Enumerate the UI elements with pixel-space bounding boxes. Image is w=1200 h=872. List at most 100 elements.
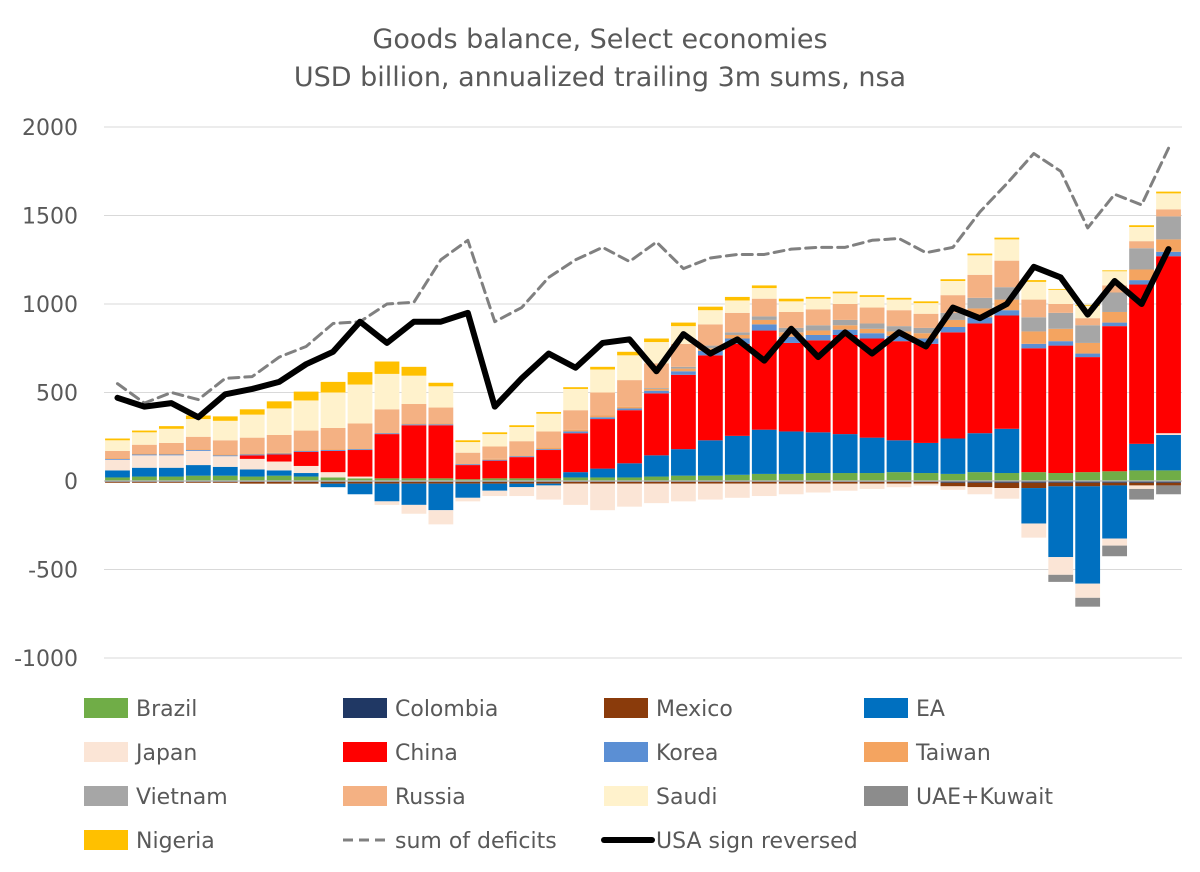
bar-colombia-34	[1021, 481, 1047, 483]
bar-japan-2	[158, 455, 184, 468]
bar-korea-2	[158, 454, 184, 456]
bar-korea-37	[1102, 322, 1128, 327]
bar-russia-21	[671, 343, 696, 367]
bar-colombia-37	[1102, 481, 1128, 483]
bar-brazil-9	[347, 478, 373, 481]
y-tick-label: -1000	[14, 647, 78, 672]
bar-vietnam-24	[751, 316, 777, 320]
bar-china-33	[994, 315, 1020, 429]
bar-taiwan-17	[563, 429, 589, 432]
bar-ea-0	[105, 470, 130, 478]
legend-label-japan: Japan	[134, 741, 197, 766]
bar-ea-33	[994, 428, 1020, 474]
bar-taiwan-34	[1021, 331, 1047, 344]
bar-saudi-13	[455, 442, 481, 453]
bar-ea-14	[482, 483, 508, 491]
bar-brazil-11	[401, 478, 427, 481]
bar-korea-0	[105, 458, 130, 460]
bar-china-37	[1102, 326, 1128, 472]
bar-nigeria-20	[644, 338, 669, 343]
line-sum-of-deficits	[115, 146, 1171, 405]
bar-nigeria-38	[1129, 225, 1154, 228]
bar-ea-29	[886, 440, 912, 473]
bar-china-21	[671, 374, 696, 450]
bar-colombia-39	[1156, 481, 1181, 483]
bar-mexico-39	[1156, 482, 1181, 486]
bar-ea-27	[832, 434, 858, 474]
bar-china-13	[455, 465, 481, 480]
bar-korea-30	[913, 338, 939, 344]
bar-brazil-3	[185, 475, 211, 481]
bar-japan-5	[239, 458, 265, 470]
bar-nigeria-0	[105, 438, 130, 441]
bar-korea-16	[536, 449, 562, 451]
bar-mexico-15	[509, 481, 535, 484]
bar-china-8	[320, 450, 346, 473]
bar-russia-10	[374, 409, 400, 433]
bar-japan-31	[940, 486, 966, 490]
bar-nigeria-19	[617, 351, 642, 356]
bar-taiwan-25	[778, 332, 804, 337]
bar-mexico-12	[428, 481, 454, 484]
bar-brazil-1	[132, 476, 157, 481]
bar-russia-12	[428, 407, 454, 424]
bar-saudi-27	[832, 293, 858, 304]
bar-vietnam-38	[1129, 248, 1154, 270]
bar-mexico-24	[751, 481, 777, 484]
legend-label-vietnam: Vietnam	[136, 785, 228, 810]
bar-uae-kuwait-39	[1156, 485, 1181, 495]
bar-japan-20	[644, 483, 669, 504]
bar-russia-14	[482, 446, 508, 459]
bar-japan-38	[1129, 485, 1154, 489]
bar-japan-17	[563, 483, 589, 505]
bar-mexico-30	[913, 481, 939, 484]
bar-nigeria-1	[132, 430, 157, 433]
bar-japan-8	[320, 472, 346, 478]
bar-saudi-11	[401, 375, 427, 405]
stacked-bars	[105, 191, 1181, 607]
bar-vietnam-29	[886, 326, 912, 332]
bar-brazil-24	[751, 473, 777, 481]
bar-china-24	[751, 330, 777, 430]
bar-korea-25	[778, 336, 804, 343]
bar-korea-18	[590, 417, 615, 420]
bar-japan-18	[590, 483, 615, 511]
bar-russia-27	[832, 304, 858, 320]
bar-nigeria-7	[293, 391, 319, 401]
bar-nigeria-11	[401, 366, 427, 376]
bar-brazil-6	[266, 475, 292, 481]
bar-russia-9	[347, 423, 373, 449]
bar-korea-35	[1048, 341, 1074, 346]
bar-saudi-30	[913, 303, 939, 314]
bar-ea-26	[805, 432, 831, 474]
bar-vietnam-20	[644, 388, 669, 389]
legend-label-nigeria: Nigeria	[136, 829, 215, 854]
bar-brazil-14	[482, 478, 508, 481]
bar-ea-16	[536, 483, 562, 486]
bar-russia-35	[1048, 304, 1074, 313]
bar-ea-32	[967, 433, 993, 473]
bar-mexico-10	[374, 481, 400, 484]
legend-label-korea: Korea	[656, 741, 718, 766]
bar-colombia-32	[967, 481, 993, 483]
bar-mexico-38	[1129, 482, 1154, 486]
bar-china-17	[563, 433, 589, 473]
bar-brazil-5	[239, 476, 265, 481]
bar-saudi-9	[347, 384, 373, 424]
bar-ea-9	[347, 483, 373, 495]
bar-nigeria-29	[886, 297, 912, 300]
bar-japan-3	[185, 450, 211, 466]
bar-russia-30	[913, 313, 939, 328]
bar-korea-1	[132, 454, 157, 456]
bar-russia-18	[590, 392, 615, 416]
bar-brazil-13	[455, 479, 481, 481]
bar-nigeria-31	[940, 279, 966, 281]
bar-nigeria-21	[671, 322, 696, 327]
bar-nigeria-14	[482, 432, 508, 435]
bar-japan-1	[132, 455, 157, 468]
legend-label-saudi: Saudi	[656, 785, 717, 810]
legend-swatch-saudi	[604, 786, 648, 806]
bar-korea-36	[1075, 353, 1101, 358]
bar-russia-37	[1102, 285, 1128, 293]
bar-mexico-36	[1075, 482, 1101, 487]
